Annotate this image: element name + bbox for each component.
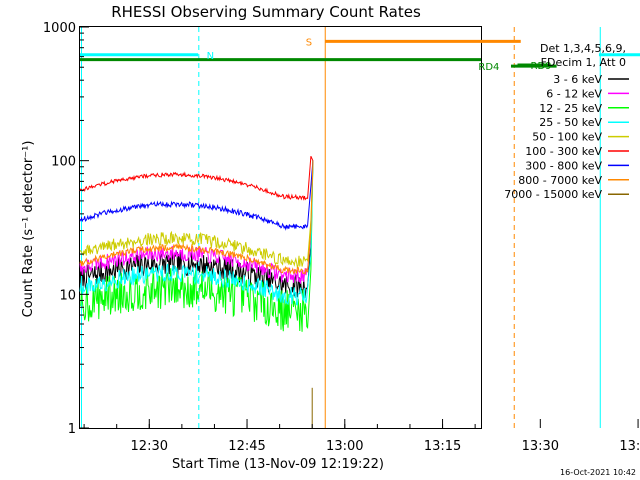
series-line-2 bbox=[79, 160, 314, 332]
x-tick-label-4: 13:30 bbox=[522, 439, 559, 454]
y-tick-label-3: 1000 bbox=[43, 21, 76, 36]
y-tick-label-1: 10 bbox=[59, 288, 76, 303]
event-markers bbox=[80, 27, 601, 428]
x-tick-label-5: 13:45 bbox=[619, 439, 640, 454]
legend-label-5: 100 - 300 keV bbox=[525, 145, 602, 158]
series-line-6 bbox=[79, 160, 314, 231]
legend-label-1: 6 - 12 keV bbox=[546, 87, 602, 100]
y-tick-label-2: 100 bbox=[51, 155, 76, 170]
annotation-label-2: S bbox=[306, 37, 312, 48]
legend-label-7: 800 - 7000 keV bbox=[518, 174, 602, 187]
legend: Det 1,3,4,5,6,9,FDecim 1, Att 0 3 - 6 keV… bbox=[504, 42, 629, 201]
plot-frame bbox=[79, 26, 482, 429]
x-tick-label-1: 12:45 bbox=[228, 439, 265, 454]
x-axis: 12:30 12:45 13:00 13:15 13:30 13:45 bbox=[83, 419, 640, 454]
x-tick-label-3: 13:15 bbox=[424, 439, 461, 454]
legend-header-0: Det 1,3,4,5,6,9, bbox=[540, 42, 626, 55]
legend-header-1: FDecim 1, Att 0 bbox=[541, 56, 626, 69]
annotation-label-0: N bbox=[207, 51, 214, 62]
legend-label-2: 12 - 25 keV bbox=[539, 102, 602, 115]
series-line-3 bbox=[79, 160, 314, 306]
series-line-7 bbox=[79, 160, 314, 275]
x-axis-label: Start Time (13-Nov-09 12:19:22) bbox=[172, 457, 384, 472]
timestamp: 16-Oct-2021 10:42 bbox=[560, 468, 636, 477]
legend-label-8: 7000 - 15000 keV bbox=[504, 188, 602, 201]
legend-label-6: 300 - 800 keV bbox=[525, 159, 602, 172]
series-line-0 bbox=[79, 160, 314, 298]
legend-label-4: 50 - 100 keV bbox=[532, 131, 602, 144]
y-axis-label: Count Rate (s⁻¹ detector⁻¹) bbox=[21, 141, 36, 318]
legend-label-3: 25 - 50 keV bbox=[539, 116, 602, 129]
chart-title: RHESSI Observing Summary Count Rates bbox=[111, 3, 421, 21]
y-tick-label-0: 1 bbox=[68, 422, 76, 437]
x-tick-label-2: 13:00 bbox=[326, 439, 363, 454]
y-axis: 1 10 100 1000 bbox=[43, 21, 89, 437]
annotation-label-4: RD4 bbox=[478, 62, 499, 73]
series-line-5 bbox=[79, 155, 314, 201]
legend-label-0: 3 - 6 keV bbox=[553, 73, 602, 86]
annotation-group: NSRD9RD4 bbox=[80, 37, 640, 73]
x-tick-label-0: 12:30 bbox=[131, 439, 168, 454]
series-group bbox=[79, 155, 314, 428]
series-line-4 bbox=[79, 160, 314, 268]
